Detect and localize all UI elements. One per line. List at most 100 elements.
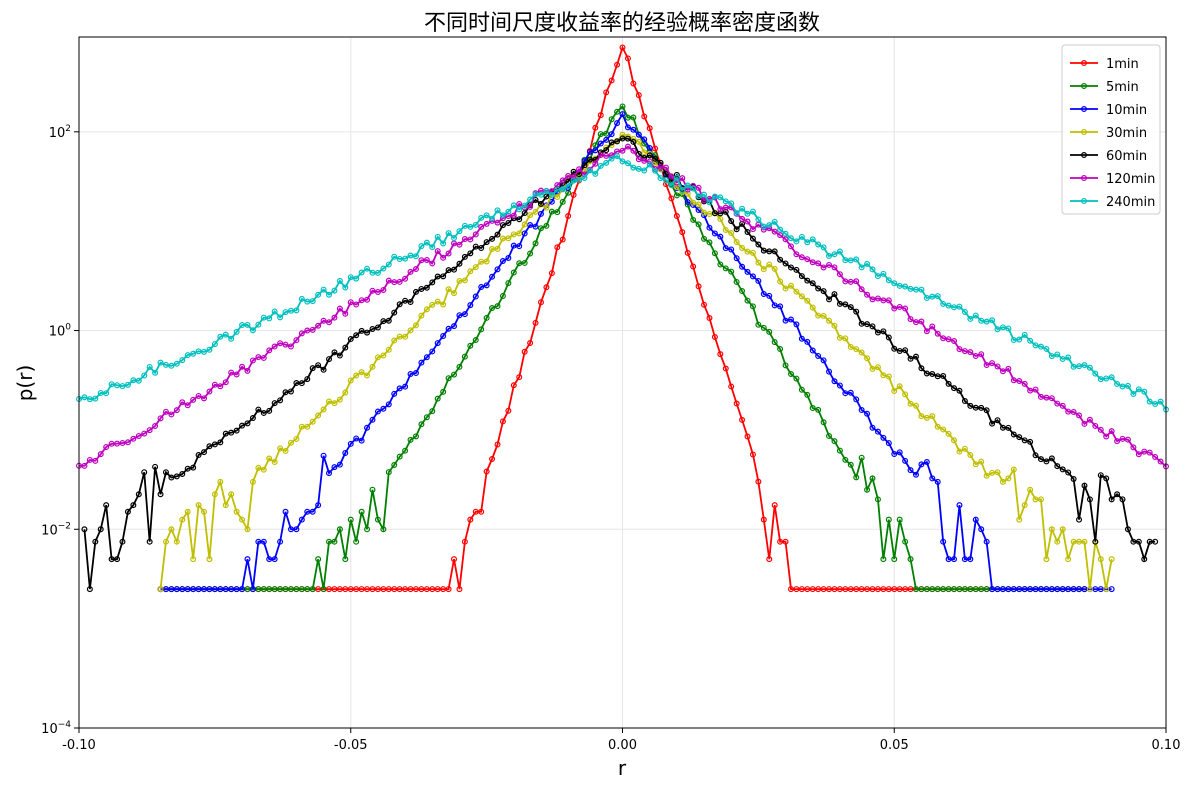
point-120min-148 xyxy=(880,297,887,304)
point-10min-5 xyxy=(184,586,191,593)
point-10min-36 xyxy=(353,435,360,442)
point-5min-84 xyxy=(614,108,621,115)
point-240min-40 xyxy=(293,307,300,314)
point-60min-146 xyxy=(874,329,881,336)
point-120min-23 xyxy=(201,395,208,402)
point-30min-160 xyxy=(1027,486,1034,493)
point-5min-55 xyxy=(456,363,463,370)
point-120min-145 xyxy=(864,291,871,298)
series-10min xyxy=(157,111,1115,593)
point-1min-51 xyxy=(434,586,441,593)
point-120min-133 xyxy=(798,254,805,261)
point-10min-134 xyxy=(885,440,892,447)
point-120min-80 xyxy=(510,212,517,219)
point-10min-110 xyxy=(755,277,762,284)
point-10min-11 xyxy=(217,586,224,593)
point-120min-25 xyxy=(211,381,218,388)
point-10min-13 xyxy=(228,586,235,593)
point-30min-145 xyxy=(945,430,952,437)
point-60min-133 xyxy=(804,277,811,284)
point-10min-26 xyxy=(298,516,305,523)
point-10min-15 xyxy=(239,586,246,593)
point-5min-62 xyxy=(494,303,501,310)
point-10min-7 xyxy=(195,586,202,593)
point-30min-56 xyxy=(461,277,468,284)
point-120min-143 xyxy=(853,278,860,285)
point-10min-135 xyxy=(891,450,898,457)
point-10min-80 xyxy=(592,147,599,154)
point-240min-12 xyxy=(141,372,148,379)
point-10min-33 xyxy=(336,461,343,468)
point-10min-4 xyxy=(179,586,186,593)
point-60min-28 xyxy=(233,427,240,434)
point-240min-105 xyxy=(646,161,653,168)
legend: 1min 5min 10min 30min 60min 120min 240min xyxy=(1061,44,1161,215)
point-60min-50 xyxy=(353,332,360,339)
point-1min-41 xyxy=(380,586,387,593)
point-120min-100 xyxy=(619,147,626,154)
point-5min-73 xyxy=(554,209,561,216)
point-5min-151 xyxy=(978,586,985,593)
point-120min-27 xyxy=(222,379,229,386)
point-30min-106 xyxy=(733,238,740,245)
point-60min-193 xyxy=(1130,538,1137,545)
point-30min-103 xyxy=(717,215,724,222)
point-30min-37 xyxy=(358,369,365,376)
point-120min-180 xyxy=(1054,400,1061,407)
point-30min-88 xyxy=(635,138,642,145)
point-1min-47 xyxy=(412,586,419,593)
point-120min-40 xyxy=(293,337,300,344)
point-10min-124 xyxy=(831,378,838,385)
legend-marker-5min xyxy=(1080,82,1087,89)
point-240min-72 xyxy=(467,223,474,230)
point-5min-104 xyxy=(722,265,729,272)
point-240min-54 xyxy=(369,269,376,276)
point-60min-20 xyxy=(190,464,197,471)
point-30min-63 xyxy=(499,235,506,242)
point-120min-97 xyxy=(603,152,610,159)
point-60min-96 xyxy=(603,147,610,154)
point-60min-137 xyxy=(826,296,833,303)
point-30min-20 xyxy=(266,455,273,462)
y-tick-label-2: 100 xyxy=(49,323,72,340)
point-120min-166 xyxy=(978,351,985,358)
point-1min-120 xyxy=(809,586,816,593)
point-10min-53 xyxy=(445,325,452,332)
point-1min-42 xyxy=(385,586,392,593)
point-240min-133 xyxy=(798,233,805,240)
point-60min-46 xyxy=(331,349,338,356)
point-60min-1 xyxy=(86,586,93,593)
point-5min-38 xyxy=(364,526,371,533)
point-240min-48 xyxy=(336,277,343,284)
point-240min-135 xyxy=(809,236,816,243)
point-120min-12 xyxy=(141,430,148,437)
x-tick-label-0: -0.10 xyxy=(62,738,96,753)
point-60min-172 xyxy=(1016,434,1023,441)
point-120min-131 xyxy=(787,243,794,250)
point-10min-85 xyxy=(619,111,626,118)
point-240min-138 xyxy=(826,253,833,260)
point-60min-16 xyxy=(168,474,175,481)
point-240min-131 xyxy=(787,235,794,242)
legend-marker-120min xyxy=(1080,175,1087,182)
point-1min-65 xyxy=(510,382,517,389)
point-120min-168 xyxy=(989,360,996,367)
point-30min-124 xyxy=(831,322,838,329)
point-10min-102 xyxy=(711,230,718,237)
point-30min-129 xyxy=(858,349,865,356)
point-1min-73 xyxy=(554,244,561,251)
point-10min-21 xyxy=(271,556,278,563)
legend-marker-10min xyxy=(1080,105,1087,112)
point-120min-20 xyxy=(184,402,191,409)
point-60min-194 xyxy=(1135,538,1142,545)
point-5min-103 xyxy=(717,261,724,268)
point-10min-59 xyxy=(478,284,485,291)
point-10min-116 xyxy=(787,316,794,323)
point-240min-192 xyxy=(1119,383,1126,390)
point-30min-170 xyxy=(1081,538,1088,545)
point-30min-55 xyxy=(456,278,463,285)
point-240min-29 xyxy=(233,328,240,335)
point-240min-76 xyxy=(489,215,496,222)
point-30min-85 xyxy=(619,131,626,138)
series-120min xyxy=(75,143,1169,470)
